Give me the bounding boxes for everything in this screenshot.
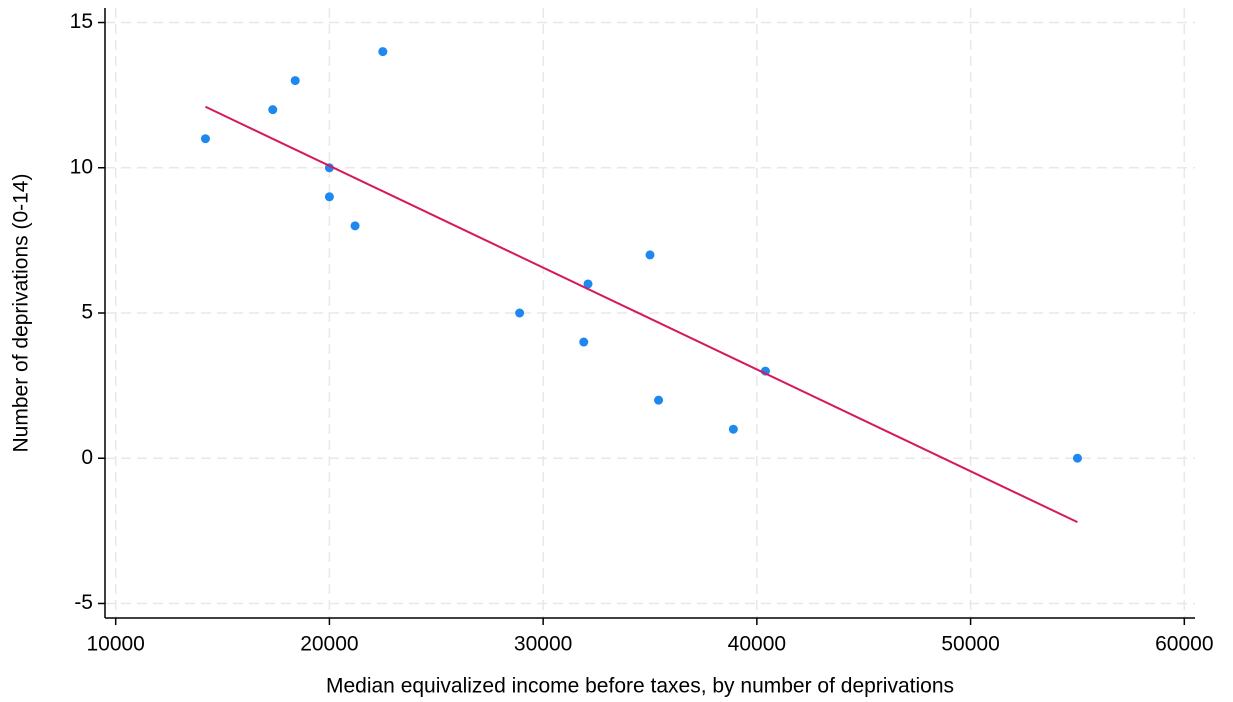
- y-tick-label: 15: [70, 10, 93, 33]
- point: [654, 395, 664, 405]
- y-tick-label: 0: [81, 446, 93, 469]
- point: [268, 105, 278, 115]
- point: [579, 337, 589, 347]
- point: [350, 221, 360, 231]
- y-tick-label: 10: [70, 155, 93, 178]
- point: [378, 47, 388, 57]
- x-tick-label: 10000: [86, 633, 144, 656]
- x-axis-label: Median equivalized income before taxes, …: [326, 675, 954, 698]
- y-axis-label: Number of deprivations (0-14): [10, 174, 33, 453]
- y-tick-label: 5: [81, 301, 93, 324]
- point: [200, 134, 210, 144]
- x-tick-label: 50000: [941, 633, 999, 656]
- point: [324, 192, 334, 202]
- point: [728, 424, 738, 434]
- y-tick-label: -5: [74, 591, 93, 614]
- x-tick-label: 60000: [1155, 633, 1213, 656]
- point: [1072, 453, 1082, 463]
- point: [645, 250, 655, 260]
- x-tick-label: 30000: [514, 633, 572, 656]
- point: [583, 279, 593, 289]
- x-tick-label: 20000: [300, 633, 358, 656]
- point: [290, 76, 300, 86]
- fit-line: [205, 105, 1078, 524]
- point: [515, 308, 525, 318]
- x-tick-label: 40000: [728, 633, 786, 656]
